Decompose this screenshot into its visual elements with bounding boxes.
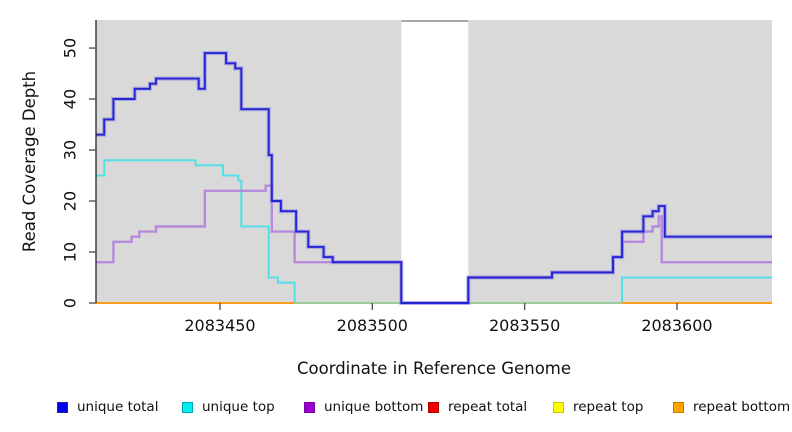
series-unique-total	[96, 52, 772, 304]
y-axis-title: Read Coverage Depth	[20, 70, 39, 253]
x-tick-label: 2083500	[337, 316, 408, 335]
x-tick-label: 2083450	[184, 316, 255, 335]
y-tick-label: 50	[61, 38, 80, 58]
masked-gap-region	[401, 20, 469, 303]
y-tick-label: 30	[61, 140, 80, 160]
x-axis-title: Coordinate in Reference Genome	[296, 359, 572, 378]
y-tick-label: 10	[61, 242, 80, 262]
series-unique-top	[96, 159, 772, 304]
x-tick-label: 2083600	[641, 316, 712, 335]
y-tick-label: 40	[61, 89, 80, 109]
x-tick-label: 2083550	[489, 316, 560, 335]
y-tick-label: 20	[61, 191, 80, 211]
y-tick-label: 0	[61, 298, 80, 308]
